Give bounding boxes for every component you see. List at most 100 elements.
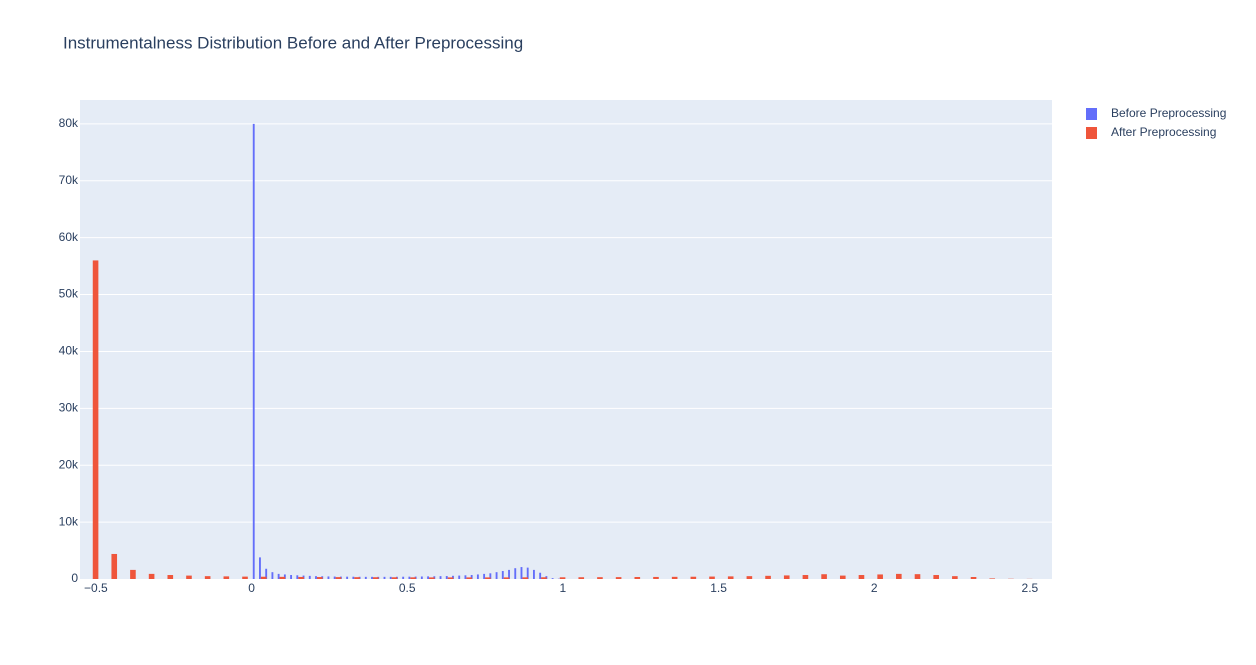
bar bbox=[784, 575, 790, 579]
plot-area bbox=[80, 100, 1052, 579]
bar bbox=[709, 577, 715, 579]
x-tick-label: 1 bbox=[560, 581, 567, 595]
bar bbox=[354, 577, 360, 579]
legend-swatch[interactable] bbox=[1086, 127, 1097, 139]
bar bbox=[522, 577, 528, 579]
y-tick-label: 60k bbox=[59, 230, 79, 244]
bar bbox=[410, 577, 416, 579]
bar bbox=[334, 577, 336, 579]
bar bbox=[560, 577, 566, 579]
x-tick-label: −0.5 bbox=[84, 581, 108, 595]
bar bbox=[578, 577, 584, 579]
bar bbox=[130, 570, 136, 579]
bar bbox=[840, 576, 846, 579]
bar bbox=[259, 557, 261, 579]
bar bbox=[539, 573, 541, 579]
bar bbox=[896, 574, 902, 579]
bar bbox=[205, 576, 211, 579]
bar bbox=[296, 575, 298, 579]
bar bbox=[933, 575, 939, 579]
x-tick-label: 0.5 bbox=[399, 581, 416, 595]
bar bbox=[477, 574, 479, 579]
bar bbox=[915, 574, 921, 579]
bar bbox=[271, 572, 273, 579]
y-tick-label: 40k bbox=[59, 344, 79, 358]
bar bbox=[728, 576, 734, 579]
bar bbox=[496, 572, 498, 579]
x-tick-label: 2.5 bbox=[1022, 581, 1039, 595]
bar bbox=[971, 577, 977, 579]
bar bbox=[504, 577, 510, 579]
x-tick-label: 0 bbox=[248, 581, 255, 595]
bar bbox=[521, 567, 523, 579]
bar bbox=[421, 576, 423, 579]
bar bbox=[384, 577, 386, 579]
bar bbox=[402, 577, 404, 579]
y-tick-label: 0 bbox=[71, 571, 78, 585]
legend-label[interactable]: Before Preprocessing bbox=[1111, 106, 1226, 120]
bar bbox=[346, 577, 348, 579]
bar bbox=[533, 570, 535, 579]
y-tick-label: 80k bbox=[59, 116, 79, 130]
bar bbox=[552, 578, 554, 579]
bar bbox=[280, 577, 286, 579]
bar bbox=[408, 577, 410, 579]
bar bbox=[429, 577, 435, 579]
bar bbox=[352, 577, 354, 579]
bar bbox=[111, 554, 117, 579]
bar bbox=[253, 124, 255, 579]
x-tick-label: 2 bbox=[871, 581, 878, 595]
bar bbox=[597, 577, 603, 579]
bar bbox=[261, 577, 267, 579]
bar bbox=[328, 576, 330, 579]
legend-label[interactable]: After Preprocessing bbox=[1111, 125, 1216, 139]
y-tick-label: 10k bbox=[59, 514, 79, 528]
bar bbox=[691, 577, 697, 579]
bar bbox=[448, 577, 454, 579]
legend-swatch[interactable] bbox=[1086, 108, 1097, 120]
bar bbox=[290, 575, 292, 579]
bar bbox=[514, 568, 516, 579]
bar bbox=[803, 575, 809, 579]
bar bbox=[371, 577, 373, 579]
bar bbox=[653, 577, 659, 579]
bar bbox=[298, 577, 304, 579]
bar bbox=[859, 575, 865, 579]
bar bbox=[315, 576, 317, 579]
bar bbox=[93, 260, 99, 579]
bar bbox=[336, 577, 342, 579]
bar bbox=[483, 574, 485, 579]
bar bbox=[765, 576, 771, 579]
bar bbox=[541, 577, 547, 579]
x-tick-label: 1.5 bbox=[710, 581, 727, 595]
bar bbox=[465, 575, 467, 579]
bar bbox=[167, 575, 173, 579]
bar bbox=[527, 568, 529, 579]
bar bbox=[373, 577, 379, 579]
bar bbox=[502, 571, 504, 579]
bar bbox=[278, 574, 280, 579]
y-tick-label: 30k bbox=[59, 401, 79, 415]
bar bbox=[365, 577, 367, 579]
bar bbox=[466, 577, 472, 579]
bar bbox=[440, 576, 442, 579]
bar bbox=[186, 576, 192, 579]
bar bbox=[485, 577, 491, 579]
bar bbox=[309, 576, 311, 579]
bar bbox=[672, 577, 678, 579]
bar bbox=[877, 574, 883, 579]
bar bbox=[427, 576, 429, 579]
chart-title: Instrumentalness Distribution Before and… bbox=[63, 33, 523, 52]
bar bbox=[149, 574, 155, 579]
bar bbox=[747, 576, 753, 579]
bar bbox=[317, 577, 323, 579]
bar bbox=[952, 576, 958, 579]
bar bbox=[458, 576, 460, 579]
bar bbox=[989, 578, 995, 579]
y-tick-label: 50k bbox=[59, 287, 79, 301]
bar bbox=[390, 577, 392, 579]
bar bbox=[616, 577, 622, 579]
y-tick-label: 20k bbox=[59, 457, 79, 471]
bar bbox=[446, 576, 448, 579]
